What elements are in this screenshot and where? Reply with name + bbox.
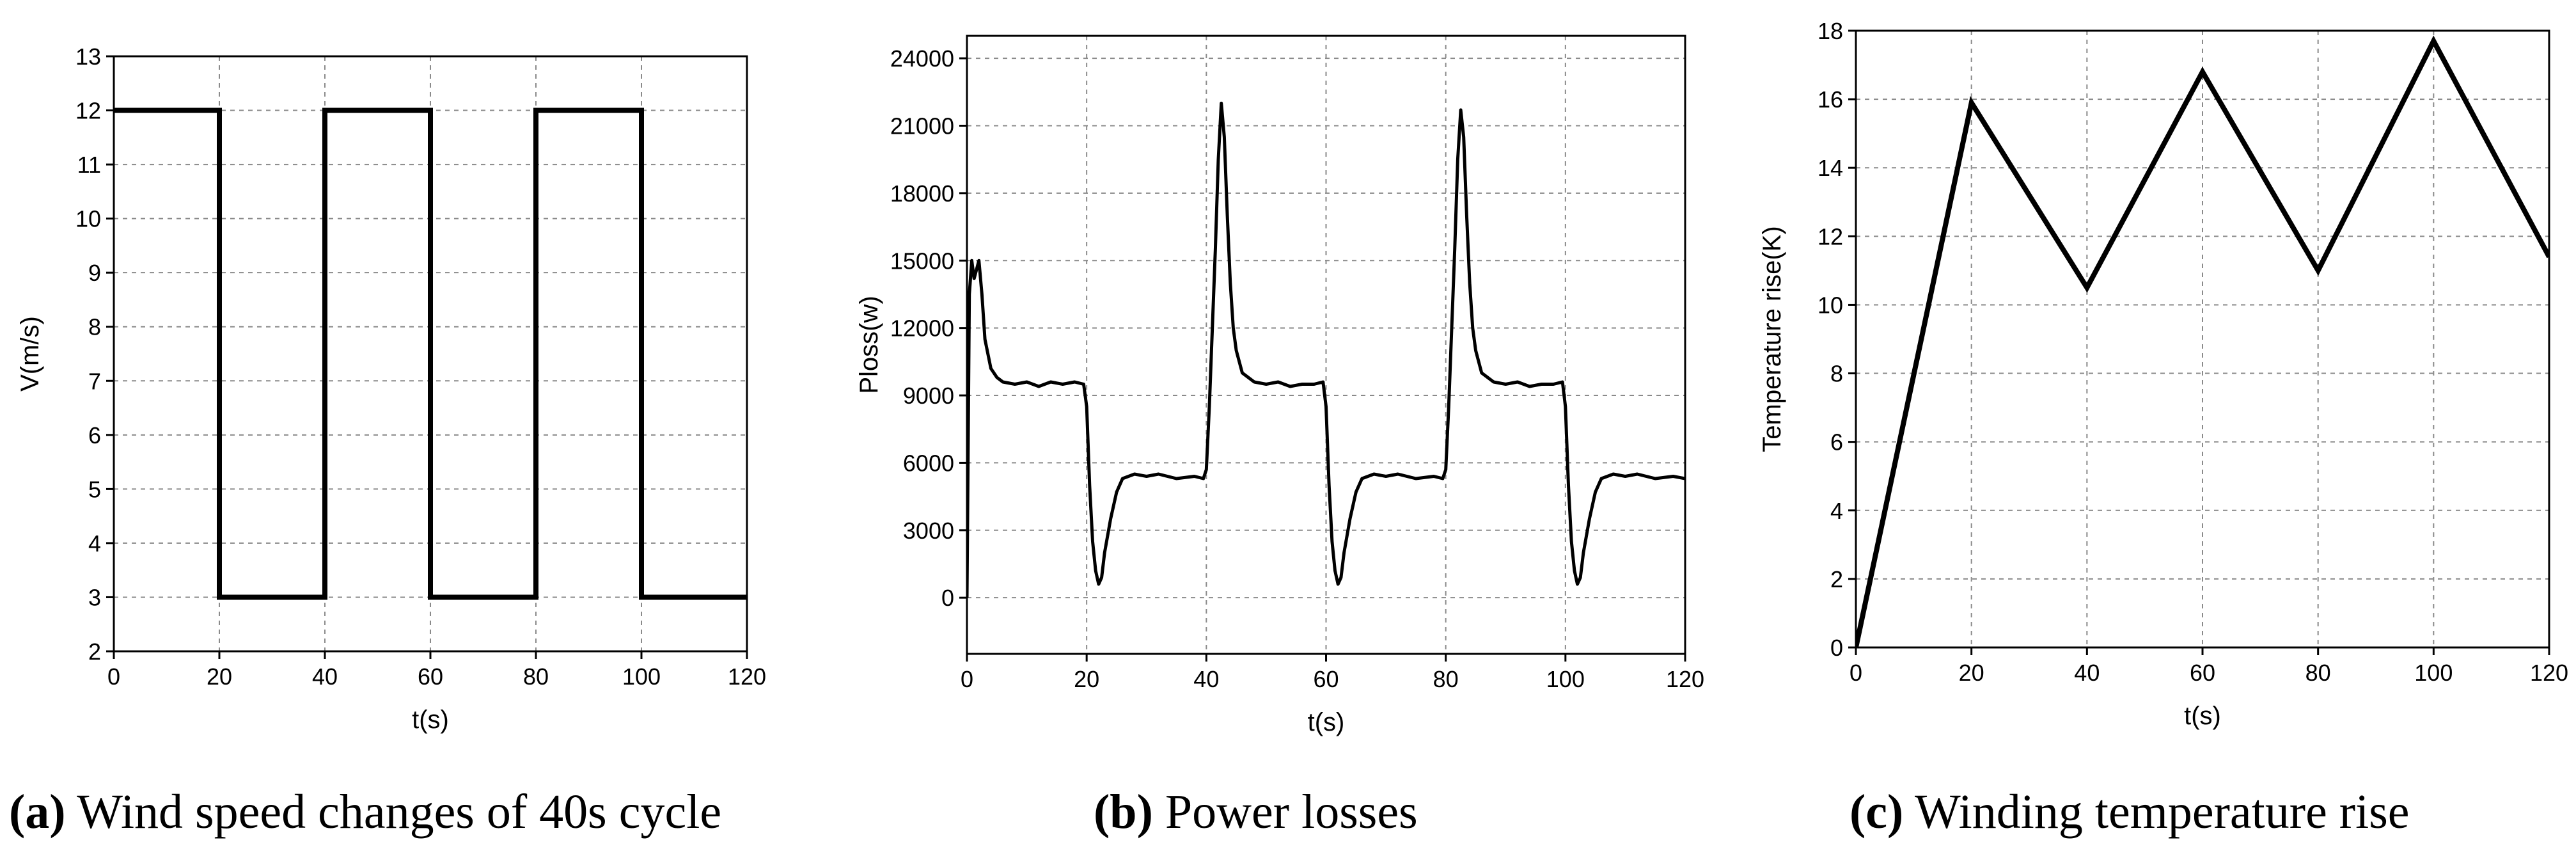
caption-power-losses: (b) Power losses: [1094, 784, 1418, 840]
x-tick-label: 40: [2074, 660, 2100, 686]
x-tick-label: 40: [1193, 666, 1219, 692]
series-line-winding-temperature: [1856, 35, 2549, 647]
y-tick-label: 16: [1818, 86, 1843, 113]
x-tick-label: 60: [418, 663, 443, 690]
caption-winding-temperature: (c) Winding temperature rise: [1850, 784, 2410, 840]
y-tick-label: 12000: [890, 315, 954, 342]
y-tick-label: 3000: [903, 518, 954, 544]
caption-text: Wind speed changes of 40s cycle: [65, 785, 722, 839]
y-axis-label: Temperature rise(K): [1758, 226, 1786, 452]
caption-label: (a): [9, 785, 66, 839]
grid: [967, 36, 1685, 654]
y-tick-label: 4: [88, 530, 101, 557]
y-tick-label: 0: [1830, 635, 1843, 661]
x-tick-label: 80: [1433, 666, 1459, 692]
y-axis-label: Ploss(w): [855, 296, 883, 393]
y-tick-label: 18: [1818, 18, 1843, 44]
y-tick-label: 8: [88, 314, 101, 340]
x-tick-label: 20: [1074, 666, 1099, 692]
y-tick-label: 6000: [903, 450, 954, 476]
chart-winding-temperature: 0 20 40 60 80 100 120 0 2 4 6 8 10 12 14 16 18 t(s) Temper…: [1758, 18, 2568, 730]
chart-panel-power-losses: 0 20 40 60 80 100 120 0 3000 6000 9000 12000 15000 18…: [831, 0, 1727, 849]
x-axis-label: t(s): [1308, 708, 1345, 736]
y-tick-label: 5: [88, 476, 101, 502]
y-tick-label: 2: [88, 639, 101, 665]
y-tick-label: 18000: [890, 180, 954, 207]
y-tick-label: 14: [1818, 155, 1843, 181]
y-tick-label: 15000: [890, 248, 954, 274]
x-tick-label: 20: [207, 663, 232, 690]
caption-label: (c): [1850, 785, 1904, 839]
x-tick-label: 120: [1666, 666, 1704, 692]
x-tick-label: 100: [2414, 660, 2453, 686]
y-tick-label: 21000: [890, 113, 954, 139]
x-tick-label: 100: [1546, 666, 1585, 692]
x-axis-label: t(s): [412, 706, 449, 734]
y-tick-label: 10: [1818, 292, 1843, 318]
x-tick-label: 80: [523, 663, 549, 690]
caption-text: Winding temperature rise: [1903, 785, 2410, 839]
y-tick-label: 4: [1830, 498, 1843, 524]
y-tick-label: 6: [1830, 429, 1843, 456]
x-tick-label: 100: [622, 663, 661, 690]
y-tick-label: 7: [88, 368, 101, 394]
y-tick-label: 12: [75, 98, 101, 124]
caption-wind-speed: (a) Wind speed changes of 40s cycle: [9, 784, 721, 840]
x-tick-label: 80: [2305, 660, 2331, 686]
y-tick-label: 24000: [890, 45, 954, 72]
y-tick-label: 0: [941, 585, 954, 611]
y-tick-label: 8: [1830, 361, 1843, 387]
chart-panel-winding-temperature: 0 20 40 60 80 100 120 0 2 4 6 8 10 12 14 16 18 t(s) Temper…: [1727, 0, 2576, 849]
grid: [1856, 31, 2549, 647]
caption-label: (b): [1094, 785, 1153, 839]
chart-wind-speed: 0 20 40 60 80 100 120 2 3 4 5 6 7 8 9 10 11 12 13 t(s) V(m/s…: [16, 44, 766, 734]
y-tick-label: 11: [77, 152, 101, 178]
chart-power-losses: 0 20 40 60 80 100 120 0 3000 6000 9000 12000 15000 18…: [855, 35, 1704, 736]
x-tick-label: 120: [728, 663, 766, 690]
chart-panel-wind-speed: 0 20 40 60 80 100 120 2 3 4 5 6 7 8 9 10 11 12 13 t(s) V(m/s…: [0, 0, 831, 849]
y-tick-label: 10: [75, 206, 101, 232]
y-tick-label: 3: [88, 584, 101, 610]
y-tick-label: 9: [88, 260, 101, 286]
x-tick-label: 60: [1313, 666, 1339, 692]
x-tick-label: 0: [961, 666, 973, 692]
x-tick-label: 120: [2530, 660, 2568, 686]
series-line-power-losses: [967, 101, 1685, 598]
y-tick-label: 9000: [903, 383, 954, 409]
y-tick-label: 2: [1830, 566, 1843, 592]
x-axis-label: t(s): [2184, 702, 2221, 730]
x-tick-label: 20: [1959, 660, 1984, 686]
x-tick-label: 60: [2190, 660, 2215, 686]
x-tick-label: 0: [1850, 660, 1862, 686]
x-tick-label: 40: [312, 663, 338, 690]
y-tick-label: 13: [75, 44, 101, 70]
caption-text: Power losses: [1152, 785, 1418, 839]
x-tick-label: 0: [107, 663, 120, 690]
series-line-wind-speed: [114, 107, 747, 600]
y-axis-label: V(m/s): [16, 316, 44, 392]
y-tick-label: 12: [1818, 223, 1843, 250]
y-tick-label: 6: [88, 422, 101, 448]
